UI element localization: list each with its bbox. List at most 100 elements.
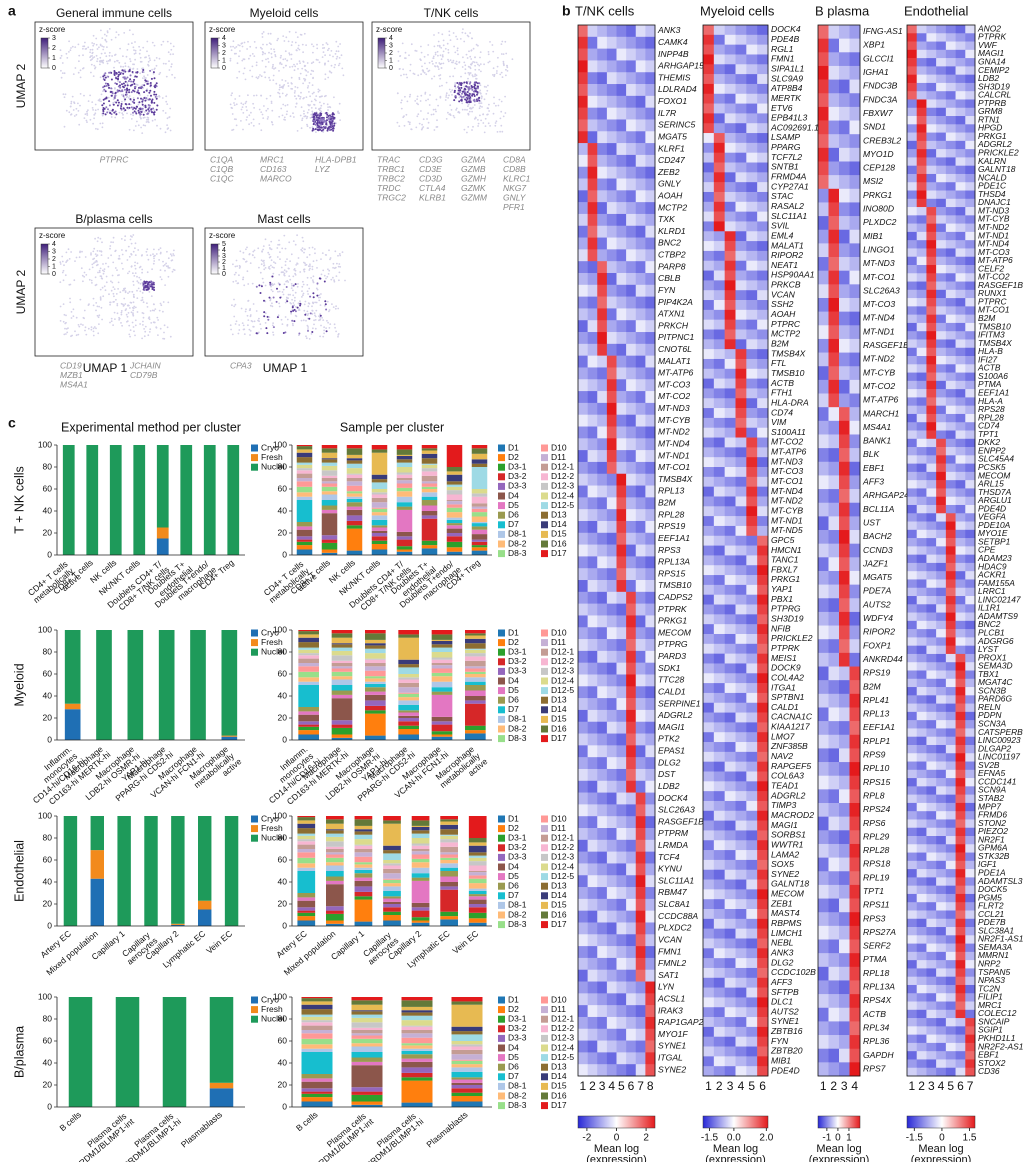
umap-cell	[71, 95, 74, 98]
umap-cell	[311, 309, 314, 312]
heatmap-cell	[703, 172, 715, 183]
heatmap-cell	[713, 329, 725, 340]
heatmap-cell	[849, 270, 861, 285]
heatmap-cell	[606, 674, 617, 687]
umap-cell-highlight	[316, 282, 319, 285]
gene-label: TMSB10	[658, 580, 692, 590]
umap-cell	[80, 323, 82, 326]
umap-cell	[105, 275, 108, 278]
umap-cell-highlight	[113, 70, 116, 72]
heatmap-cell	[606, 438, 617, 451]
umap-cell-highlight	[469, 81, 472, 84]
heatmap-cell	[916, 49, 927, 59]
umap-cell-highlight	[325, 308, 328, 311]
heatmap-cell	[828, 379, 840, 394]
heatmap-cell	[735, 614, 747, 625]
umap-cell	[401, 42, 404, 45]
heatmap-cell	[926, 132, 937, 142]
heatmap-cell	[703, 810, 715, 821]
heatmap-cell	[724, 1036, 736, 1047]
umap-cell	[122, 117, 124, 119]
umap-cell-highlight	[266, 315, 269, 318]
heatmap-cell	[616, 190, 627, 203]
heatmap-cell	[713, 250, 725, 262]
umap-cell	[327, 60, 330, 63]
umap-cell-highlight	[153, 93, 156, 96]
heatmap-cell	[828, 106, 840, 121]
heatmap-cell	[746, 250, 758, 262]
umap-cell	[120, 322, 122, 324]
gene-label: DST	[658, 769, 676, 779]
umap-cell	[437, 32, 440, 34]
heatmap-cell	[849, 147, 861, 162]
heatmap-cell	[724, 1066, 736, 1077]
heatmap-cell	[597, 332, 608, 345]
marker-gene: GNLY	[503, 192, 527, 202]
heatmap-cell	[587, 379, 598, 392]
heatmap-cell	[645, 733, 656, 746]
heatmap-cell	[955, 140, 966, 150]
umap-cell	[290, 283, 293, 285]
heatmap-cell	[818, 489, 829, 504]
heatmap-cell	[635, 1052, 646, 1065]
heatmap-cell	[746, 457, 758, 468]
umap-cell-highlight	[126, 88, 129, 91]
heatmap-cell	[839, 202, 850, 217]
umap-cell-highlight	[152, 283, 155, 286]
umap-cell	[155, 64, 158, 67]
heatmap-cell	[703, 967, 715, 979]
umap-cell	[243, 41, 246, 44]
umap-cell-highlight	[125, 91, 128, 94]
heatmap-cell	[757, 133, 769, 144]
heatmap-cell	[839, 857, 850, 872]
gene-label: IL7R	[658, 108, 676, 118]
umap-cell	[251, 75, 254, 78]
umap-cell	[332, 55, 334, 58]
heatmap-cell	[578, 804, 588, 817]
gene-label: INPP4B	[658, 49, 689, 59]
heatmap-cell	[849, 857, 861, 872]
heatmap-cell	[645, 107, 656, 120]
umap-cell	[271, 324, 274, 327]
heatmap-cell	[606, 190, 617, 203]
heatmap-cell	[616, 957, 627, 971]
heatmap-cell	[839, 325, 850, 340]
umap-cell	[89, 51, 91, 54]
umap-cell	[457, 53, 459, 56]
umap-cell	[62, 93, 65, 96]
umap-cell	[419, 100, 422, 102]
heatmap-cell	[936, 124, 947, 133]
umap-cell	[420, 73, 422, 76]
heatmap-cell	[724, 44, 736, 55]
umap-cell	[136, 84, 139, 86]
umap-y-label: UMAP 2	[14, 269, 28, 314]
heatmap-cell	[724, 692, 736, 704]
umap-cell-highlight	[462, 95, 465, 98]
umap-cell	[300, 106, 303, 109]
umap-cell	[290, 87, 293, 90]
heatmap-cell	[597, 225, 608, 238]
umap-cell	[136, 68, 139, 70]
umap-cell	[261, 113, 264, 116]
umap-cell	[327, 321, 329, 324]
umap-cell	[302, 292, 305, 295]
heatmap-cell	[616, 580, 627, 593]
umap-cell	[148, 331, 151, 333]
heatmap-cell	[839, 830, 850, 845]
umap-cell-highlight	[311, 331, 314, 333]
umap-cell	[90, 63, 93, 66]
umap-cell	[142, 312, 145, 315]
umap-cell	[428, 104, 431, 106]
umap-cell-highlight	[255, 285, 258, 288]
umap-cell	[464, 68, 467, 71]
umap-cell	[267, 251, 270, 254]
heatmap-cell	[635, 1016, 646, 1030]
umap-cell	[272, 74, 275, 77]
heatmap-cell	[626, 95, 637, 108]
umap-cell	[322, 319, 325, 321]
heatmap-cell	[578, 25, 588, 38]
umap-cell	[307, 312, 310, 315]
heatmap-cell	[713, 201, 725, 212]
heatmap-cell	[818, 666, 829, 681]
umap-cell-highlight	[454, 96, 457, 99]
